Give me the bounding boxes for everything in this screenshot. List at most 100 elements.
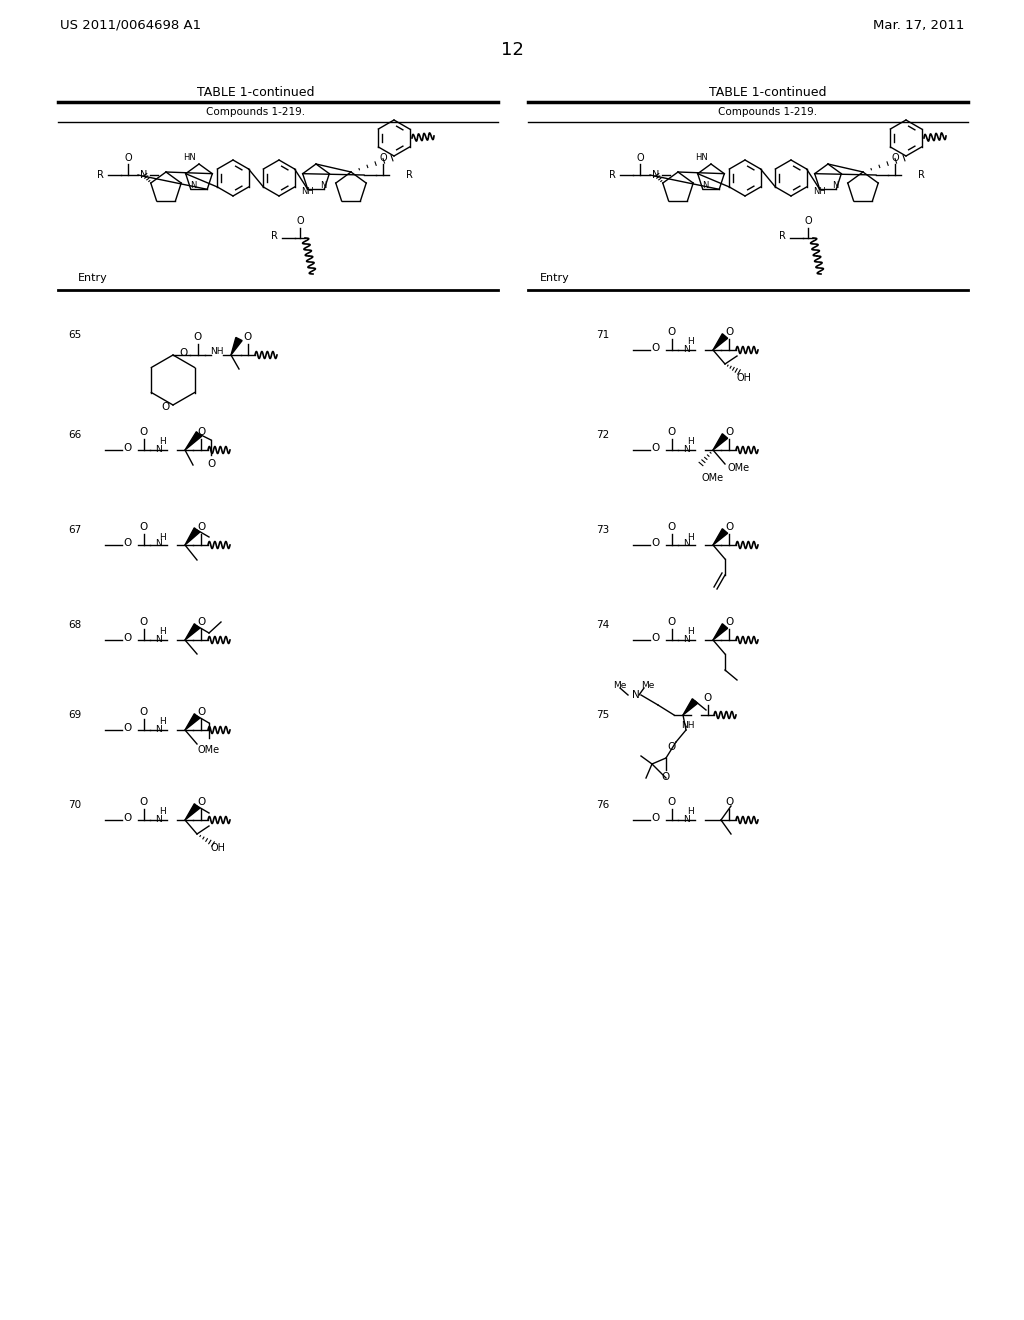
Text: O: O: [124, 813, 132, 822]
Text: N: N: [684, 445, 690, 454]
Text: Me: Me: [613, 681, 627, 689]
Text: Entry: Entry: [78, 273, 108, 282]
Text: O: O: [140, 797, 148, 807]
Text: N: N: [319, 181, 327, 190]
Text: O: O: [124, 634, 132, 643]
Text: NH: NH: [210, 346, 224, 355]
Text: O: O: [668, 426, 676, 437]
Text: Compounds 1-219.: Compounds 1-219.: [207, 107, 305, 117]
Text: OMe: OMe: [198, 744, 220, 755]
Text: H: H: [688, 437, 694, 446]
Text: Mar. 17, 2011: Mar. 17, 2011: [872, 18, 964, 32]
Text: O: O: [725, 616, 733, 627]
Text: O: O: [804, 216, 812, 226]
Text: O: O: [725, 521, 733, 532]
Text: O: O: [124, 539, 132, 548]
Text: N: N: [156, 635, 163, 644]
Polygon shape: [713, 624, 728, 640]
Text: O: O: [652, 343, 660, 352]
Text: 68: 68: [68, 620, 81, 630]
Text: O: O: [725, 797, 733, 807]
Text: OMe: OMe: [701, 473, 724, 483]
Text: HN: HN: [183, 153, 197, 162]
Polygon shape: [185, 624, 200, 640]
Text: O: O: [124, 444, 132, 453]
Text: NH: NH: [681, 722, 694, 730]
Text: 67: 67: [68, 525, 81, 535]
Text: N: N: [684, 540, 690, 549]
Text: O: O: [668, 616, 676, 627]
Text: US 2011/0064698 A1: US 2011/0064698 A1: [60, 18, 201, 32]
Text: O: O: [140, 616, 148, 627]
Text: H: H: [688, 627, 694, 636]
Text: O: O: [197, 616, 205, 627]
Text: N: N: [156, 445, 163, 454]
Text: O: O: [668, 797, 676, 807]
Text: OH: OH: [736, 374, 752, 383]
Text: O: O: [197, 426, 205, 437]
Text: O: O: [703, 693, 712, 704]
Polygon shape: [185, 432, 202, 450]
Text: 66: 66: [68, 430, 81, 440]
Text: H: H: [160, 808, 166, 817]
Polygon shape: [683, 698, 697, 715]
Text: O: O: [725, 426, 733, 437]
Text: TABLE 1-continued: TABLE 1-continued: [198, 86, 314, 99]
Text: H: H: [688, 532, 694, 541]
Text: NH: NH: [814, 187, 826, 197]
Text: Compounds 1-219.: Compounds 1-219.: [719, 107, 817, 117]
Text: NH: NH: [302, 187, 314, 197]
Polygon shape: [185, 804, 200, 820]
Text: R: R: [779, 231, 786, 242]
Text: OH: OH: [211, 843, 225, 853]
Text: O: O: [244, 333, 252, 342]
Polygon shape: [185, 528, 200, 545]
Text: O: O: [668, 521, 676, 532]
Text: N: N: [156, 540, 163, 549]
Text: O: O: [725, 327, 733, 337]
Text: O: O: [197, 521, 205, 532]
Text: O: O: [197, 797, 205, 807]
Text: N: N: [652, 170, 659, 180]
Text: H: H: [160, 718, 166, 726]
Text: Me: Me: [641, 681, 654, 689]
Text: R: R: [918, 170, 925, 180]
Text: O: O: [652, 634, 660, 643]
Text: O: O: [891, 153, 899, 162]
Text: O: O: [662, 772, 670, 781]
Text: N: N: [684, 345, 690, 354]
Text: H: H: [160, 627, 166, 636]
Text: N: N: [156, 814, 163, 824]
Text: N: N: [140, 170, 147, 180]
Polygon shape: [185, 714, 200, 730]
Text: O: O: [179, 348, 187, 358]
Text: H: H: [160, 532, 166, 541]
Text: O: O: [197, 708, 205, 717]
Text: O: O: [296, 216, 304, 226]
Text: N: N: [684, 635, 690, 644]
Text: O: O: [124, 153, 132, 162]
Text: R: R: [271, 231, 278, 242]
Text: 76: 76: [596, 800, 609, 810]
Text: 71: 71: [596, 330, 609, 341]
Text: H: H: [160, 437, 166, 446]
Text: N: N: [156, 725, 163, 734]
Text: N: N: [189, 181, 197, 190]
Text: HN: HN: [695, 153, 709, 162]
Text: Entry: Entry: [540, 273, 569, 282]
Text: N: N: [684, 814, 690, 824]
Text: 65: 65: [68, 330, 81, 341]
Text: O: O: [140, 426, 148, 437]
Text: 12: 12: [501, 41, 523, 59]
Text: H: H: [688, 808, 694, 817]
Text: O: O: [124, 723, 132, 733]
Text: O: O: [207, 459, 215, 469]
Text: N: N: [831, 181, 839, 190]
Text: O: O: [652, 813, 660, 822]
Text: 75: 75: [596, 710, 609, 719]
Text: O: O: [140, 521, 148, 532]
Text: O: O: [668, 327, 676, 337]
Text: N: N: [701, 181, 709, 190]
Text: R: R: [97, 170, 104, 180]
Text: 70: 70: [68, 800, 81, 810]
